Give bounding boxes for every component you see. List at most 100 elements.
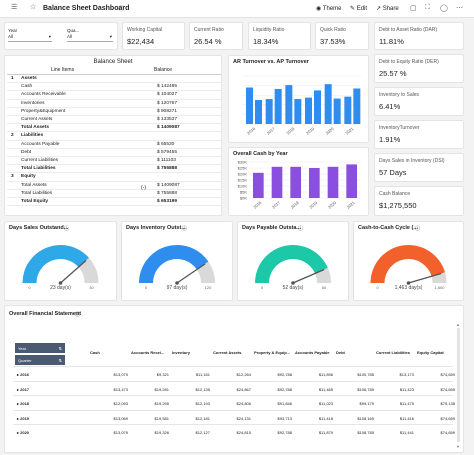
cash-bar[interactable] xyxy=(271,166,283,198)
row-year[interactable]: ▸ 2020 xyxy=(17,430,29,435)
line-item: Total Liabilities xyxy=(21,190,53,196)
table-cell: $9,321 xyxy=(156,372,169,377)
row-year[interactable]: ▸ 2018 xyxy=(17,401,29,406)
y-tick-label: $10K xyxy=(238,184,248,189)
year-filter-select[interactable]: All ▾ xyxy=(8,34,52,42)
column-header[interactable]: Inventory xyxy=(172,350,191,355)
info-icon[interactable]: ⓘ xyxy=(64,226,70,232)
line-item: Total Assets xyxy=(21,182,47,188)
vertical-scrollbar[interactable] xyxy=(457,328,460,442)
column-header[interactable]: Cash xyxy=(90,350,100,355)
ar-ap-bar[interactable] xyxy=(324,84,332,124)
ar-ap-bar[interactable] xyxy=(294,99,302,124)
table-cell: $11,441 xyxy=(399,430,414,435)
table-row[interactable]: ▸ 2020 $13,079 $19,326 $12,127 $24,815 $92,78… xyxy=(13,424,455,439)
info-icon[interactable]: ⓘ xyxy=(298,226,304,232)
theme-button[interactable]: ◉ Theme xyxy=(316,5,342,12)
table-row[interactable]: ▸ 2017 $13,473 $19,281 $12,135 $24,867 $92,78… xyxy=(13,380,455,396)
table-row[interactable]: ▸ 2018 $12,093 $19,295 $12,193 $24,806 $91,84… xyxy=(13,395,455,410)
balance-value: $ 104027 xyxy=(157,92,178,98)
comment-icon[interactable]: ▢ xyxy=(410,5,417,12)
row-year[interactable]: ▸ 2019 xyxy=(17,416,29,421)
balance-value: $ 579455 xyxy=(157,149,178,155)
quarter-filter-select[interactable]: All ▾ xyxy=(67,34,113,42)
y-tick-label: $5K xyxy=(240,190,247,195)
row-year[interactable]: ▸ 2017 xyxy=(17,387,29,392)
info-icon[interactable]: ⓘ xyxy=(75,312,81,318)
ar-ap-bar[interactable] xyxy=(305,97,312,124)
ar-ap-bar[interactable] xyxy=(344,96,352,124)
x-tick-label: 2016 xyxy=(252,200,263,210)
info-icon[interactable]: ⓘ xyxy=(118,7,125,13)
table-cell: $19,281 xyxy=(154,386,169,392)
info-icon[interactable]: ⓘ xyxy=(415,226,421,232)
column-header[interactable]: Current Assets xyxy=(213,350,242,355)
row-year[interactable]: ▸ 2016 xyxy=(17,372,29,377)
table-row[interactable]: ▸ 2016 $13,079 $9,321 $11,161 $12,264 $92,788… xyxy=(13,366,455,381)
info-icon[interactable]: ⓘ xyxy=(182,226,188,232)
ar-ap-bar[interactable] xyxy=(274,88,282,124)
ar-ap-bar[interactable] xyxy=(333,98,341,124)
gauge-track xyxy=(315,267,331,283)
more-icon[interactable]: ⋯ xyxy=(456,5,463,12)
scroll-up-icon[interactable]: ▲ xyxy=(456,322,460,327)
column-header[interactable]: Property & Equip... xyxy=(254,350,291,355)
gauge-title: Cash-to-Cash Cycle (... xyxy=(358,225,418,231)
ar-ap-bar[interactable] xyxy=(265,99,273,124)
expand-icon[interactable]: ▸ xyxy=(17,386,21,392)
column-header[interactable]: Debt xyxy=(336,350,345,355)
cash-bar[interactable] xyxy=(346,164,357,198)
kpi-value: 18.34% xyxy=(253,37,279,46)
gauge-max-label: 1,600 xyxy=(434,285,445,290)
table-cell: $75,138 xyxy=(440,401,455,406)
year-pill-label: Year xyxy=(18,346,27,351)
edit-button[interactable]: ✎ Edit xyxy=(350,5,367,12)
quarter-pill[interactable]: Quarter ⇅ xyxy=(15,355,65,365)
financial-statement-card: Overall Financial Statement ⓘ Year ⇅ Qua… xyxy=(4,305,464,453)
quarter-pill-label: Quarter xyxy=(18,358,32,363)
ar-ap-bar[interactable] xyxy=(285,85,293,124)
share-label: Share xyxy=(382,6,399,12)
gauge-min-label: 0 xyxy=(376,285,379,290)
cash-bar[interactable] xyxy=(290,166,301,198)
year-label: 2018 xyxy=(20,401,30,406)
gauge-title: Days Sales Outstand... xyxy=(9,225,69,231)
gauge-min-label: 0 xyxy=(28,285,31,290)
ar-ap-bar[interactable] xyxy=(314,90,321,124)
star-icon[interactable]: ☆ xyxy=(30,4,37,11)
ar-ap-bar[interactable] xyxy=(246,87,253,124)
share-button[interactable]: ↗ Share xyxy=(376,5,399,12)
gauge-chart: 97 day(s) 0 120 xyxy=(139,244,215,291)
menu-icon[interactable]: ☰ xyxy=(11,4,18,11)
view-icon[interactable]: ◯ xyxy=(440,5,448,12)
kpi-debt-to-equity: Debt to Equity Ratio (DER) 25.57 % xyxy=(374,54,464,83)
gauge-fill xyxy=(370,245,445,283)
column-header[interactable]: Current Liabilities xyxy=(376,350,411,355)
table-cell: $19,295 xyxy=(154,401,169,406)
theme-label: Theme xyxy=(322,6,342,12)
ar-ap-bar[interactable] xyxy=(255,100,262,124)
year-pill[interactable]: Year ⇅ xyxy=(15,343,65,353)
column-header[interactable]: Accounts Payable xyxy=(295,350,330,355)
scroll-down-icon[interactable]: ▼ xyxy=(456,444,460,449)
fullscreen-icon[interactable]: ⛶ xyxy=(425,4,430,11)
gauge-title: Days Inventory Outst... xyxy=(126,225,186,231)
balance-value: $ 653199 xyxy=(157,199,178,205)
expand-icon[interactable]: ▸ xyxy=(17,430,21,435)
cash-bar[interactable] xyxy=(253,172,264,198)
expand-icon[interactable]: ▸ xyxy=(17,401,21,406)
table-cell: $74,659 xyxy=(440,430,455,435)
column-header[interactable]: Accounts Recei... xyxy=(131,350,165,355)
share-icon: ↗ xyxy=(376,6,382,12)
table-row[interactable]: ▸ 2019 $13,069 $19,581 $12,181 $24,131 $93,71… xyxy=(13,409,455,425)
expand-icon[interactable]: ▸ xyxy=(17,372,21,377)
expand-icon[interactable]: ▸ xyxy=(17,415,21,421)
column-header[interactable]: Equity Capital xyxy=(417,350,444,355)
y-tick-label: $15K xyxy=(238,178,248,183)
cash-bar[interactable] xyxy=(327,166,339,198)
ar-ap-bar[interactable] xyxy=(353,88,361,124)
cash-bar[interactable] xyxy=(309,168,320,198)
table-cell: $12,135 xyxy=(195,386,210,392)
table-cell: $12,093 xyxy=(113,401,128,406)
balance-sheet-title: Balance Sheet xyxy=(93,59,133,65)
